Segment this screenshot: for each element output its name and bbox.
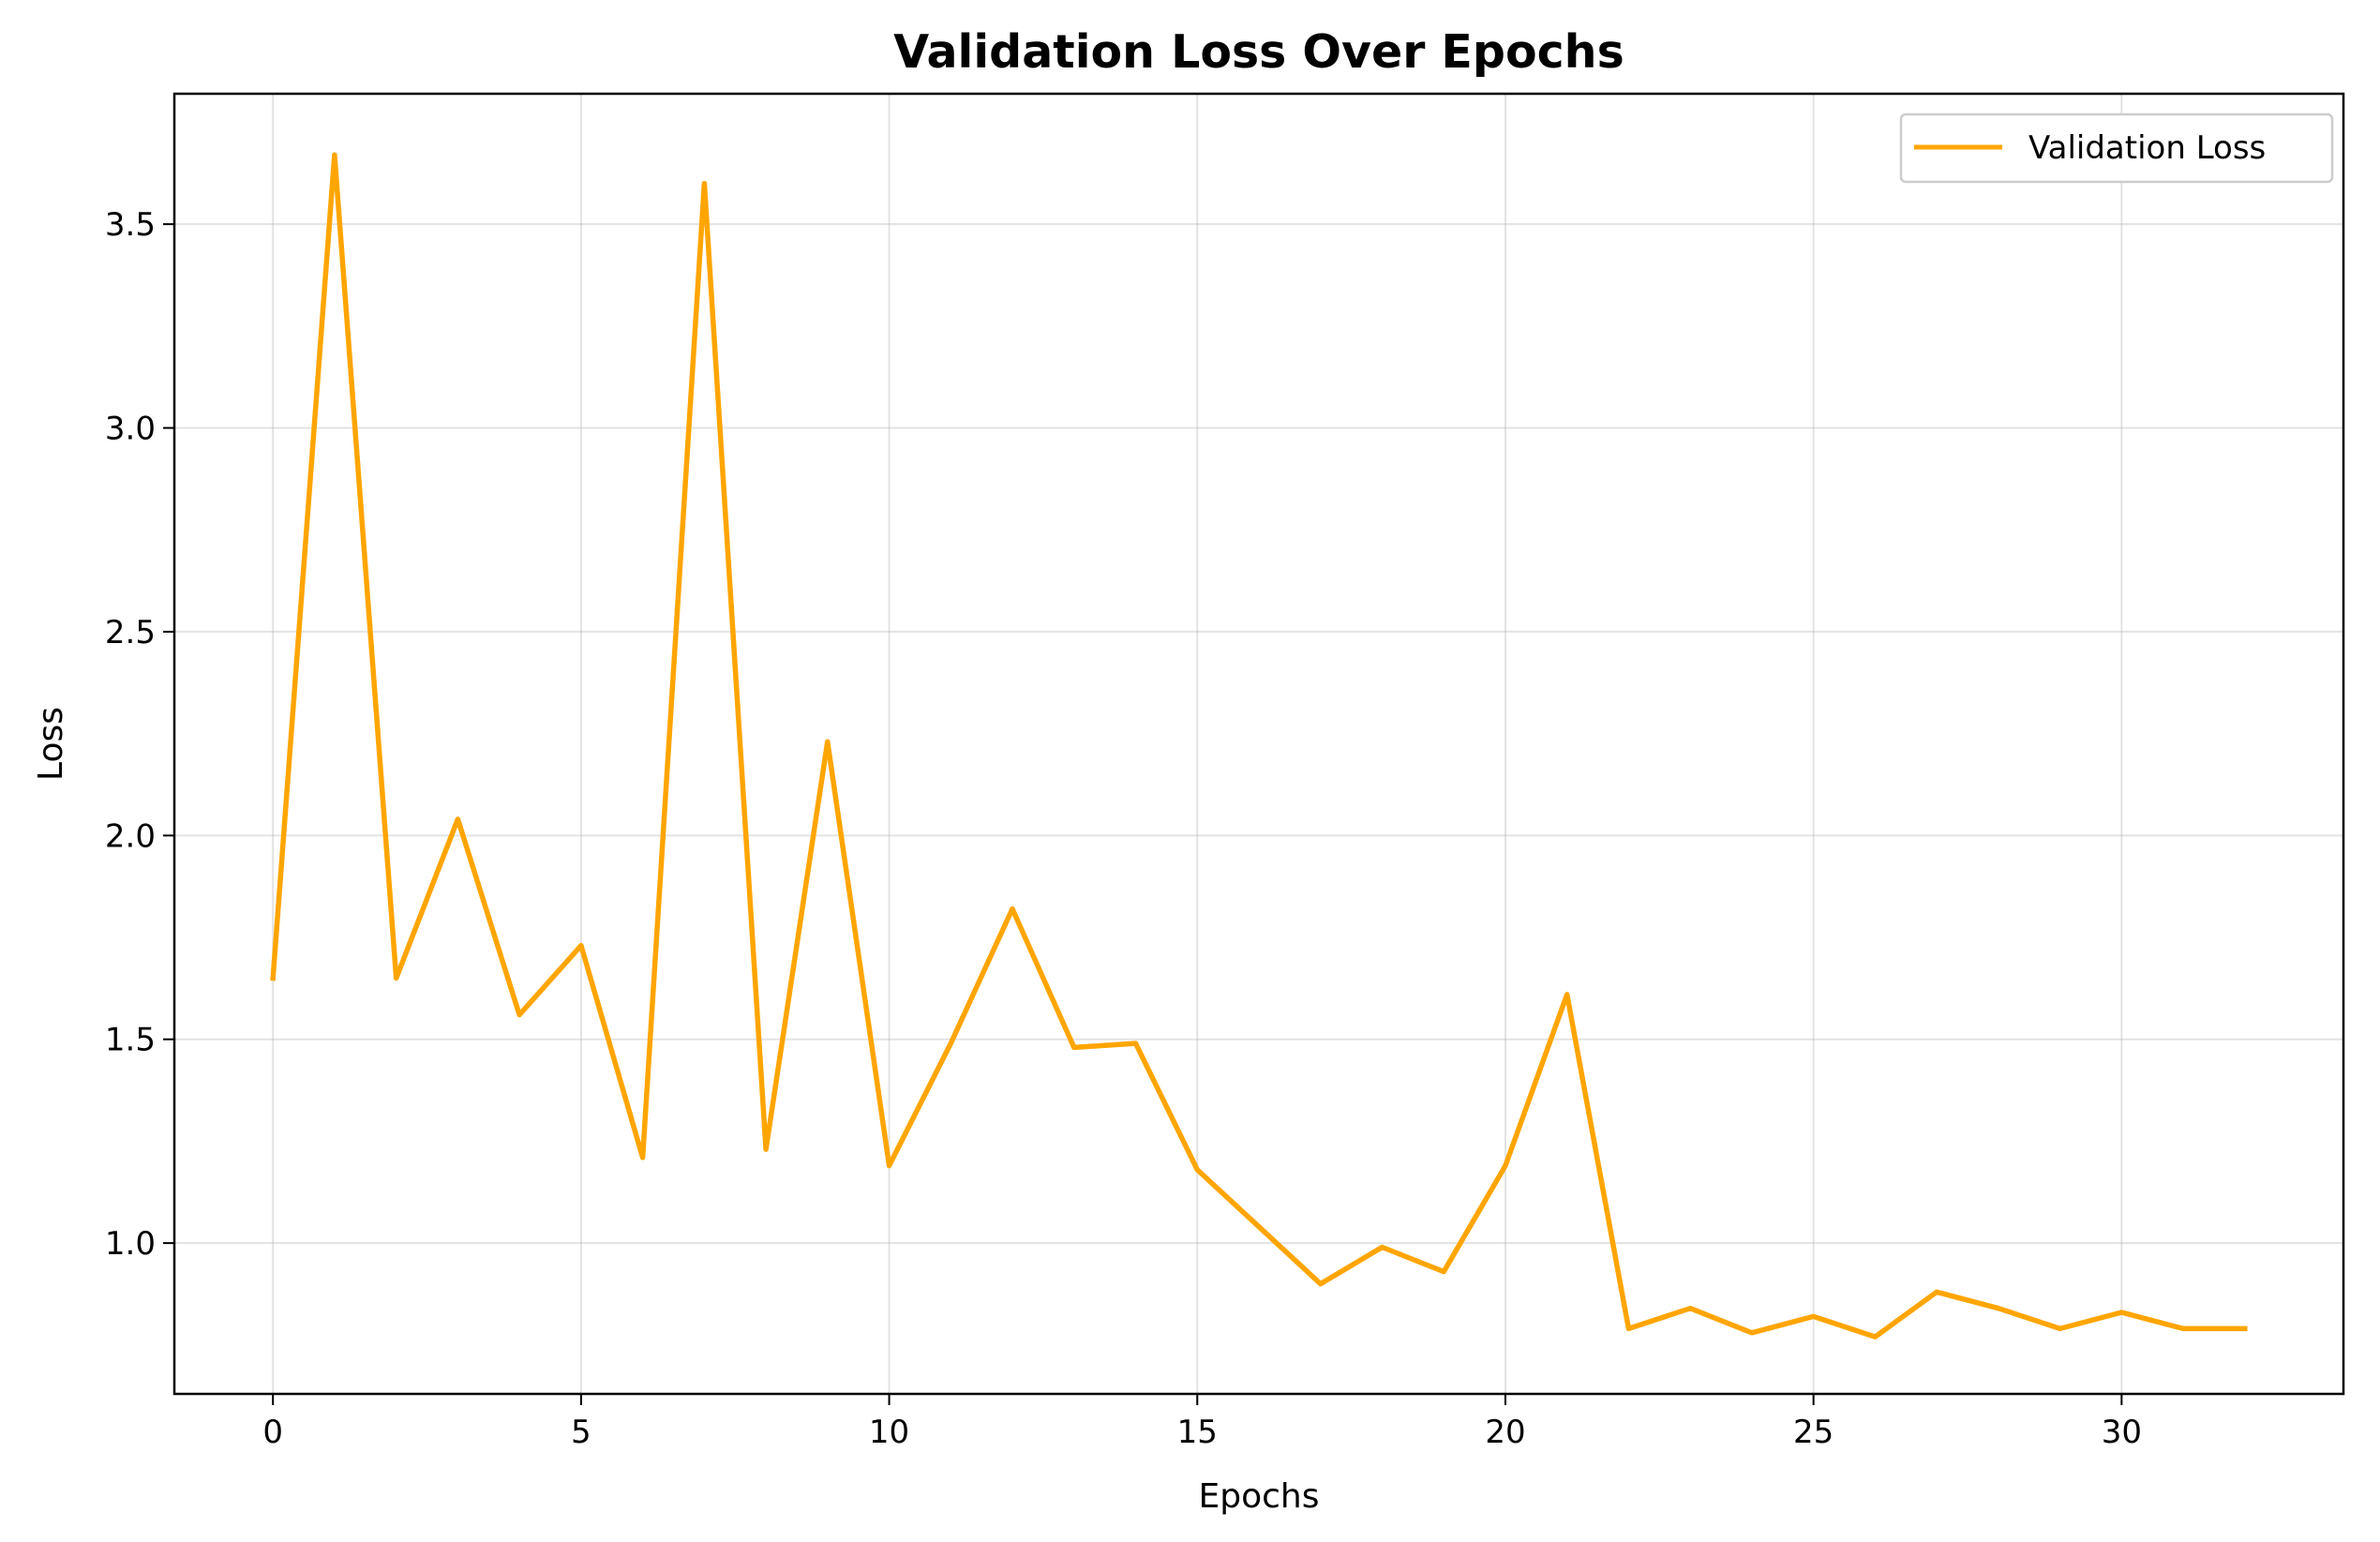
y-tick-label: 3.5	[105, 206, 156, 244]
grid	[174, 94, 2343, 1394]
x-axis-label: Epochs	[1199, 1477, 1320, 1516]
x-tick-label: 0	[262, 1414, 283, 1451]
x-tick-label: 10	[869, 1414, 909, 1451]
y-tick-label: 3.0	[105, 411, 156, 448]
y-axis-ticks: 1.0 1.5 2.0 2.5 3.0 3.5	[105, 206, 174, 1263]
x-tick-label: 25	[1793, 1414, 1834, 1451]
legend-label: Validation Loss	[2028, 129, 2266, 167]
x-tick-label: 5	[571, 1414, 591, 1451]
chart-title: Validation Loss Over Epochs	[893, 25, 1624, 79]
series-layer	[270, 152, 2248, 1340]
x-tick-label: 15	[1177, 1414, 1218, 1451]
legend: Validation Loss	[1899, 112, 2334, 184]
x-axis-ticks: 0 5 10 15 20 25 30	[262, 1394, 2142, 1451]
y-tick-label: 2.0	[105, 817, 156, 855]
y-tick-label: 2.5	[105, 614, 156, 651]
series-line-validation-loss	[270, 152, 2248, 1340]
x-tick-label: 30	[2102, 1414, 2142, 1451]
plot-frame	[172, 92, 2345, 1396]
y-tick-label: 1.5	[105, 1022, 156, 1059]
x-tick-label: 20	[1485, 1414, 1525, 1451]
y-tick-label: 1.0	[105, 1225, 156, 1263]
legend-box	[1899, 112, 2334, 184]
y-axis-label: Loss	[32, 707, 70, 781]
